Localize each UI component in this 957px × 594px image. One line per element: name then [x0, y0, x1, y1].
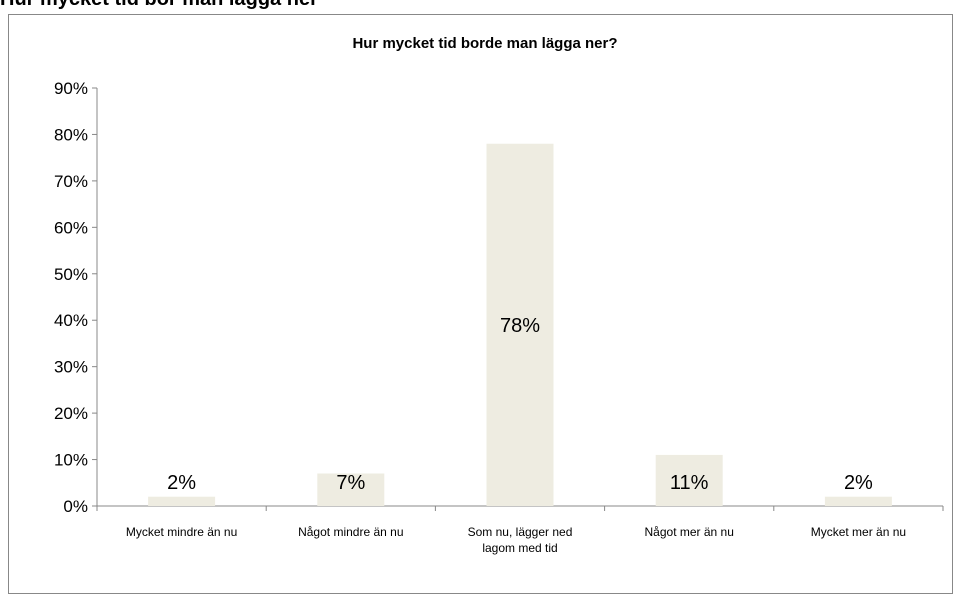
category-label-line: Mycket mindre än nu [126, 525, 237, 539]
y-tick-label: 70% [54, 172, 88, 191]
bar-value-label: 7% [336, 472, 365, 494]
category-label-line: lagom med tid [482, 541, 557, 555]
bar-value-label: 2% [167, 472, 196, 494]
bar-value-label: 2% [844, 472, 873, 494]
category-label: Mycket mer än nu [811, 525, 906, 539]
y-tick-label: 20% [54, 404, 88, 423]
category-label-line: Mycket mer än nu [811, 525, 906, 539]
category-label: Mycket mindre än nu [126, 525, 237, 539]
category-label: Något mer än nu [645, 525, 734, 539]
bar [655, 454, 723, 506]
bar [486, 143, 554, 506]
y-tick-label: 10% [54, 451, 88, 470]
bar [148, 496, 216, 506]
bar-value-label: 11% [670, 472, 709, 494]
y-tick-label: 80% [54, 125, 88, 144]
category-label-line: Som nu, lägger ned [468, 525, 573, 539]
bar-value-label: 78% [500, 315, 540, 337]
y-tick-label: 50% [54, 265, 88, 284]
bar [317, 473, 385, 506]
category-label-line: Något mer än nu [645, 525, 734, 539]
bar [824, 496, 892, 506]
category-label-line: Något mindre än nu [298, 525, 403, 539]
y-tick-label: 60% [54, 218, 88, 237]
category-label: Något mindre än nu [298, 525, 403, 539]
y-tick-label: 40% [54, 311, 88, 330]
chart-labels: 2% Mycket mindre än nu 7% Något mindre än n… [126, 315, 906, 555]
chart-title: Hur mycket tid borde man lägga ner? [352, 35, 617, 52]
category-label: Som nu, lägger ned lagom med tid [468, 525, 573, 555]
chart-bars [148, 143, 892, 506]
y-tick-label: 90% [54, 79, 88, 98]
y-tick-label: 30% [54, 358, 88, 377]
page-heading: Hur mycket tid bör man lägga ner [0, 0, 318, 11]
y-tick-label: 0% [63, 497, 88, 516]
chart-axes: 0% 10% 20% 30% 40% 50% 60% 70% 80% 90% [54, 79, 944, 516]
